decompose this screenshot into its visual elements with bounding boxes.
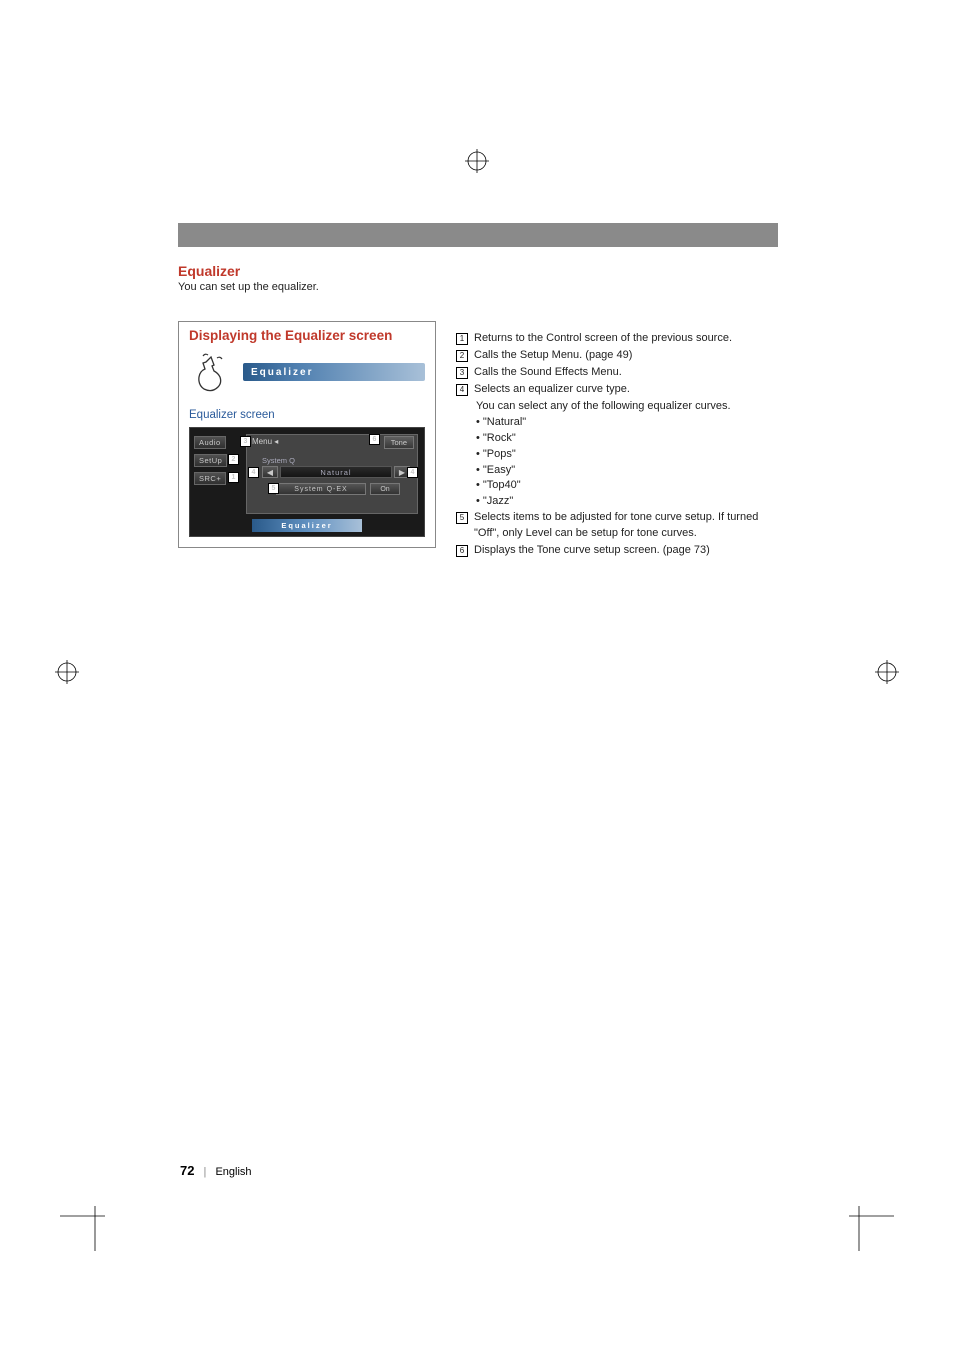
curve-prev-button[interactable]: ◀ <box>262 466 278 478</box>
header-bar <box>178 223 778 247</box>
description-list: 1 Returns to the Control screen of the pr… <box>456 331 780 560</box>
num-6: 6 <box>456 545 468 557</box>
equalizer-button-bar[interactable]: Equalizer <box>243 363 425 381</box>
tab-src[interactable]: SRC+ <box>194 472 226 485</box>
desc-1: Returns to the Control screen of the pre… <box>474 331 780 347</box>
curve-pops: • "Pops" <box>456 447 780 463</box>
callout-5: 5 <box>268 483 279 494</box>
curve-easy: • "Easy" <box>456 463 780 479</box>
curve-rock: • "Rock" <box>456 431 780 447</box>
system-q-label: System Q <box>262 456 410 465</box>
curve-natural: • "Natural" <box>456 415 780 431</box>
num-3: 3 <box>456 367 468 379</box>
reg-mark-left <box>55 660 79 684</box>
box-title: Displaying the Equalizer screen <box>189 328 425 343</box>
callout-4-right: 4 <box>407 467 418 478</box>
num-4: 4 <box>456 384 468 396</box>
menu-label[interactable]: Menu ◂ <box>252 437 278 446</box>
tab-setup[interactable]: SetUp <box>194 454 227 467</box>
screen-caption: Equalizer screen <box>189 409 425 421</box>
desc-3: Calls the Sound Effects Menu. <box>474 365 780 381</box>
num-1: 1 <box>456 333 468 345</box>
page-number: 72 <box>180 1163 194 1178</box>
curve-jazz: • "Jazz" <box>456 494 780 510</box>
curve-value: Natural <box>280 466 392 478</box>
desc-5: Selects items to be adjusted for tone cu… <box>474 510 780 542</box>
reg-mark-top <box>465 149 489 173</box>
desc-4b: You can select any of the following equa… <box>456 399 780 415</box>
system-q-ex-button[interactable]: System Q-EX <box>276 483 366 495</box>
trim-br <box>824 1181 894 1251</box>
ui-footer-label: Equalizer <box>252 519 362 532</box>
equalizer-ui-mock: Audio SetUp SRC+ Menu ◂ Tone System Q ◀ … <box>189 427 425 537</box>
system-q-ex-state[interactable]: On <box>370 483 400 495</box>
section-title: Equalizer <box>178 263 778 279</box>
procedure-box: Displaying the Equalizer screen Equalize… <box>178 321 436 548</box>
section-subtitle: You can set up the equalizer. <box>178 281 778 293</box>
callout-6: 6 <box>369 434 380 445</box>
reg-mark-right <box>875 660 899 684</box>
callout-4-left: 4 <box>248 467 259 478</box>
callout-1: 1 <box>228 472 239 483</box>
callout-2: 2 <box>228 454 239 465</box>
desc-6: Displays the Tone curve setup screen. (p… <box>474 543 780 559</box>
tone-button[interactable]: Tone <box>384 436 414 449</box>
num-5: 5 <box>456 512 468 524</box>
desc-4a: Selects an equalizer curve type. <box>474 382 780 398</box>
page-lang: English <box>215 1166 251 1178</box>
callout-3: 3 <box>240 436 251 447</box>
desc-2: Calls the Setup Menu. (page 49) <box>474 348 780 364</box>
tab-audio[interactable]: Audio <box>194 436 226 449</box>
touch-hand-icon <box>189 351 231 393</box>
trim-bl <box>60 1181 130 1251</box>
page-footer: 72 | English <box>180 1163 252 1178</box>
menu-text: Menu <box>252 437 272 446</box>
curve-top40: • "Top40" <box>456 478 780 494</box>
num-2: 2 <box>456 350 468 362</box>
footer-sep: | <box>204 1166 207 1178</box>
